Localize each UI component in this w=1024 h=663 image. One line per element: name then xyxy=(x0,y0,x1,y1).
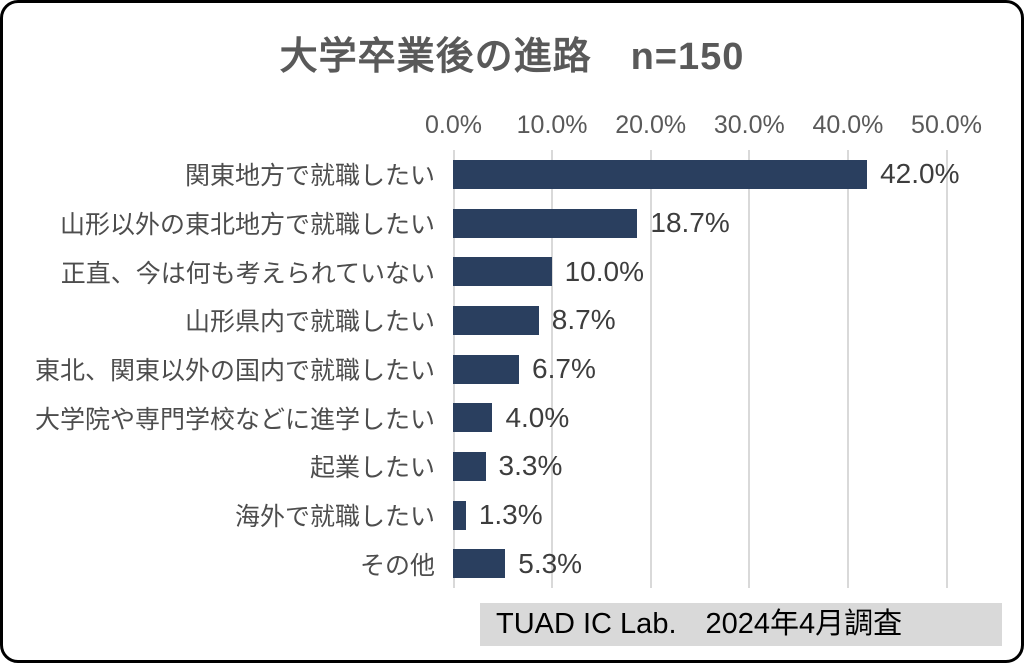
bar xyxy=(453,305,539,335)
bar-row: 関東地方で就職したい 42.0% xyxy=(3,150,1021,199)
gridline xyxy=(649,150,652,588)
value-label: 5.3% xyxy=(518,547,583,579)
bar-rows: 関東地方で就職したい 42.0% 山形以外の東北地方で就職したい 18.7% 正直、今は… xyxy=(3,150,1021,588)
source-label: TUAD IC Lab. 2024年4月調査 xyxy=(496,608,903,640)
source-box: TUAD IC Lab. 2024年4月調査 xyxy=(480,603,1002,646)
bar-row: 山形以外の東北地方で就職したい 18.7% xyxy=(3,199,1021,248)
value-label: 6.7% xyxy=(532,353,596,385)
category-label: 大学院や専門学校などに進学したい xyxy=(34,405,435,434)
gridline xyxy=(748,150,751,588)
category-label: 海外で就職したい xyxy=(234,503,435,532)
bar xyxy=(453,403,493,433)
x-axis-tick-label: 10.0% xyxy=(516,111,588,139)
bar xyxy=(453,208,638,238)
bar-row: 起業したい 3.3% xyxy=(3,442,1021,491)
bar-row: 正直、今は何も考えられていない 10.0% xyxy=(3,247,1021,296)
bar-row: その他 5.3% xyxy=(3,539,1021,588)
category-label: 正直、今は何も考えられていない xyxy=(60,259,435,288)
value-label: 4.0% xyxy=(505,401,570,433)
chart-title: 大学卒業後の進路 n=150 xyxy=(279,36,745,78)
category-label: その他 xyxy=(359,551,435,580)
category-label: 山形以外の東北地方で就職したい xyxy=(59,211,435,239)
x-axis: 0.0% 10.0% 20.0% 30.0% 40.0% 50.0% xyxy=(3,106,1021,144)
x-axis-tick-label: 30.0% xyxy=(713,111,785,139)
bar xyxy=(453,549,506,579)
bar-row: 海外で就職したい 1.3% xyxy=(3,491,1021,540)
category-label: 関東地方で就職したい xyxy=(184,162,435,191)
value-label: 10.0% xyxy=(564,255,644,287)
value-label: 8.7% xyxy=(551,304,616,336)
bar-row: 山形県内で就職したい 8.7% xyxy=(3,296,1021,345)
bar-row: 東北、関東以外の国内で就職したい 6.7% xyxy=(3,345,1021,394)
bar xyxy=(453,159,868,189)
bar xyxy=(453,451,486,481)
bar-row: 大学院や専門学校などに進学したい 4.0% xyxy=(3,393,1021,442)
x-axis-tick-label: 50.0% xyxy=(911,111,982,139)
bar xyxy=(453,354,520,384)
gridline xyxy=(551,150,554,588)
x-axis-tick-label: 20.0% xyxy=(615,111,687,139)
value-label: 1.3% xyxy=(478,499,543,531)
bar xyxy=(453,500,466,530)
gridline xyxy=(945,150,948,588)
gridline xyxy=(846,150,849,588)
x-axis-tick-label: 0.0% xyxy=(425,111,482,139)
value-label: 42.0% xyxy=(880,158,960,190)
value-label: 18.7% xyxy=(650,207,730,238)
value-label: 3.3% xyxy=(498,450,563,482)
category-label: 起業したい xyxy=(309,454,435,483)
x-axis-tick-label: 40.0% xyxy=(812,111,884,139)
bar xyxy=(453,257,552,287)
category-label: 山形県内で就職したい xyxy=(184,308,435,337)
category-label: 東北、関東以外の国内で就職したい xyxy=(34,357,435,386)
